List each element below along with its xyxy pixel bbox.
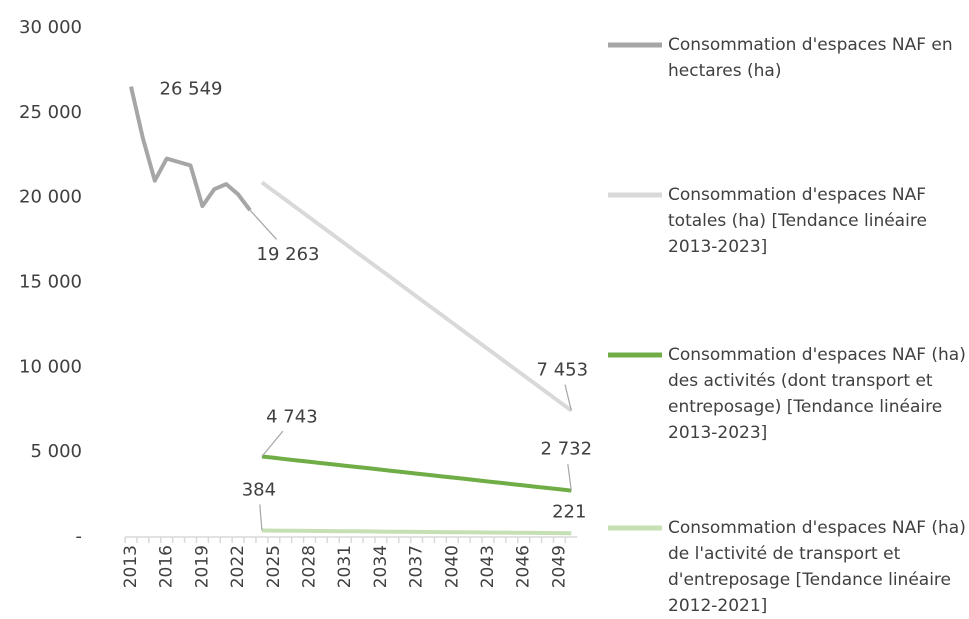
x-tick-label: 2031 xyxy=(335,545,355,588)
leader-line xyxy=(249,209,278,240)
data-label: 221 xyxy=(552,501,586,522)
x-tick-label: 2025 xyxy=(264,545,284,588)
x-tick-label: 2019 xyxy=(192,545,212,588)
series-line xyxy=(261,528,572,536)
x-tick-label: 2046 xyxy=(514,545,534,588)
leader-line xyxy=(567,463,572,491)
legend-label: Consommation d'espaces NAF (ha) de l'act… xyxy=(668,518,966,616)
data-label: 384 xyxy=(242,479,276,500)
y-tick-label: 25 000 xyxy=(19,102,82,123)
data-label: 7 453 xyxy=(537,360,589,381)
y-tick-label: - xyxy=(76,526,83,547)
data-label: 26 549 xyxy=(160,79,223,100)
y-tick-label: 20 000 xyxy=(19,187,82,208)
series-line xyxy=(261,454,572,493)
x-tick-label: 2043 xyxy=(478,545,498,588)
leader-line xyxy=(259,504,263,531)
chart: - 5 000 10 000 15 000 20 000 25 000 30 000 2013… xyxy=(19,17,662,588)
x-tick-label: 2040 xyxy=(442,545,462,588)
x-tick-label: 2034 xyxy=(371,545,391,588)
x-tick-label: 2016 xyxy=(157,545,177,588)
leader-line xyxy=(261,430,284,457)
y-tick-label: 15 000 xyxy=(19,272,82,293)
leader-line xyxy=(564,384,572,411)
data-label: 19 263 xyxy=(257,244,320,265)
data-label: 4 743 xyxy=(266,407,318,428)
series-line xyxy=(129,86,252,212)
y-tick-label: 10 000 xyxy=(19,356,82,377)
x-tick-label: 2037 xyxy=(407,545,427,588)
x-tick-label: 2028 xyxy=(300,545,320,588)
x-tick-label: 2022 xyxy=(228,545,248,588)
page: - 5 000 10 000 15 000 20 000 25 000 30 000 2013… xyxy=(19,17,966,616)
y-tick-label: 30 000 xyxy=(19,17,82,38)
series-line xyxy=(260,180,573,413)
legend-label: Consommation d'espaces NAF en hectares (… xyxy=(668,35,953,81)
y-tick-label: 5 000 xyxy=(30,441,82,462)
legend-label: Consommation d'espaces NAF totales (ha) … xyxy=(668,185,927,257)
x-tick-label: 2013 xyxy=(121,545,141,588)
legend-label: Consommation d'espaces NAF (ha) des acti… xyxy=(668,345,966,443)
data-label: 2 732 xyxy=(541,439,593,460)
x-tick-label: 2049 xyxy=(549,545,569,588)
